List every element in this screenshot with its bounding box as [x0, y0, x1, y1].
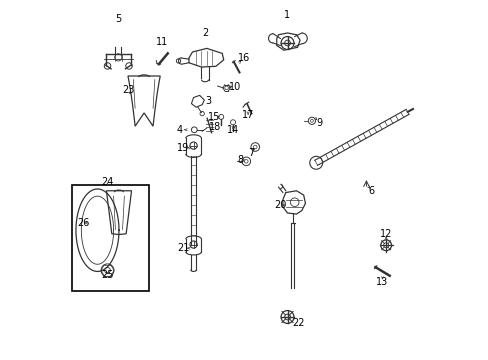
Text: 15: 15: [207, 112, 220, 122]
Text: 17: 17: [242, 111, 254, 121]
Text: 19: 19: [177, 143, 189, 153]
Text: 25: 25: [101, 270, 114, 280]
Text: 20: 20: [274, 200, 286, 210]
Text: 23: 23: [122, 85, 134, 95]
Bar: [72, 185, 148, 291]
Text: 5: 5: [115, 14, 121, 24]
Text: 12: 12: [379, 229, 391, 239]
Text: 21: 21: [177, 243, 189, 253]
Text: 4: 4: [177, 125, 183, 135]
Text: 13: 13: [376, 277, 388, 287]
Text: 14: 14: [226, 125, 239, 135]
Text: 1: 1: [283, 10, 289, 20]
Text: 7: 7: [248, 148, 254, 158]
Text: 2: 2: [202, 28, 208, 38]
Text: 16: 16: [237, 53, 249, 63]
Text: 24: 24: [101, 177, 114, 187]
Text: 6: 6: [368, 186, 374, 196]
Text: 18: 18: [208, 122, 221, 132]
Text: 22: 22: [291, 319, 304, 328]
Text: 9: 9: [316, 118, 322, 128]
Text: 11: 11: [156, 37, 168, 47]
Text: 8: 8: [237, 155, 244, 165]
Text: 10: 10: [229, 82, 241, 92]
Text: 26: 26: [77, 218, 89, 228]
Text: 3: 3: [205, 96, 211, 106]
